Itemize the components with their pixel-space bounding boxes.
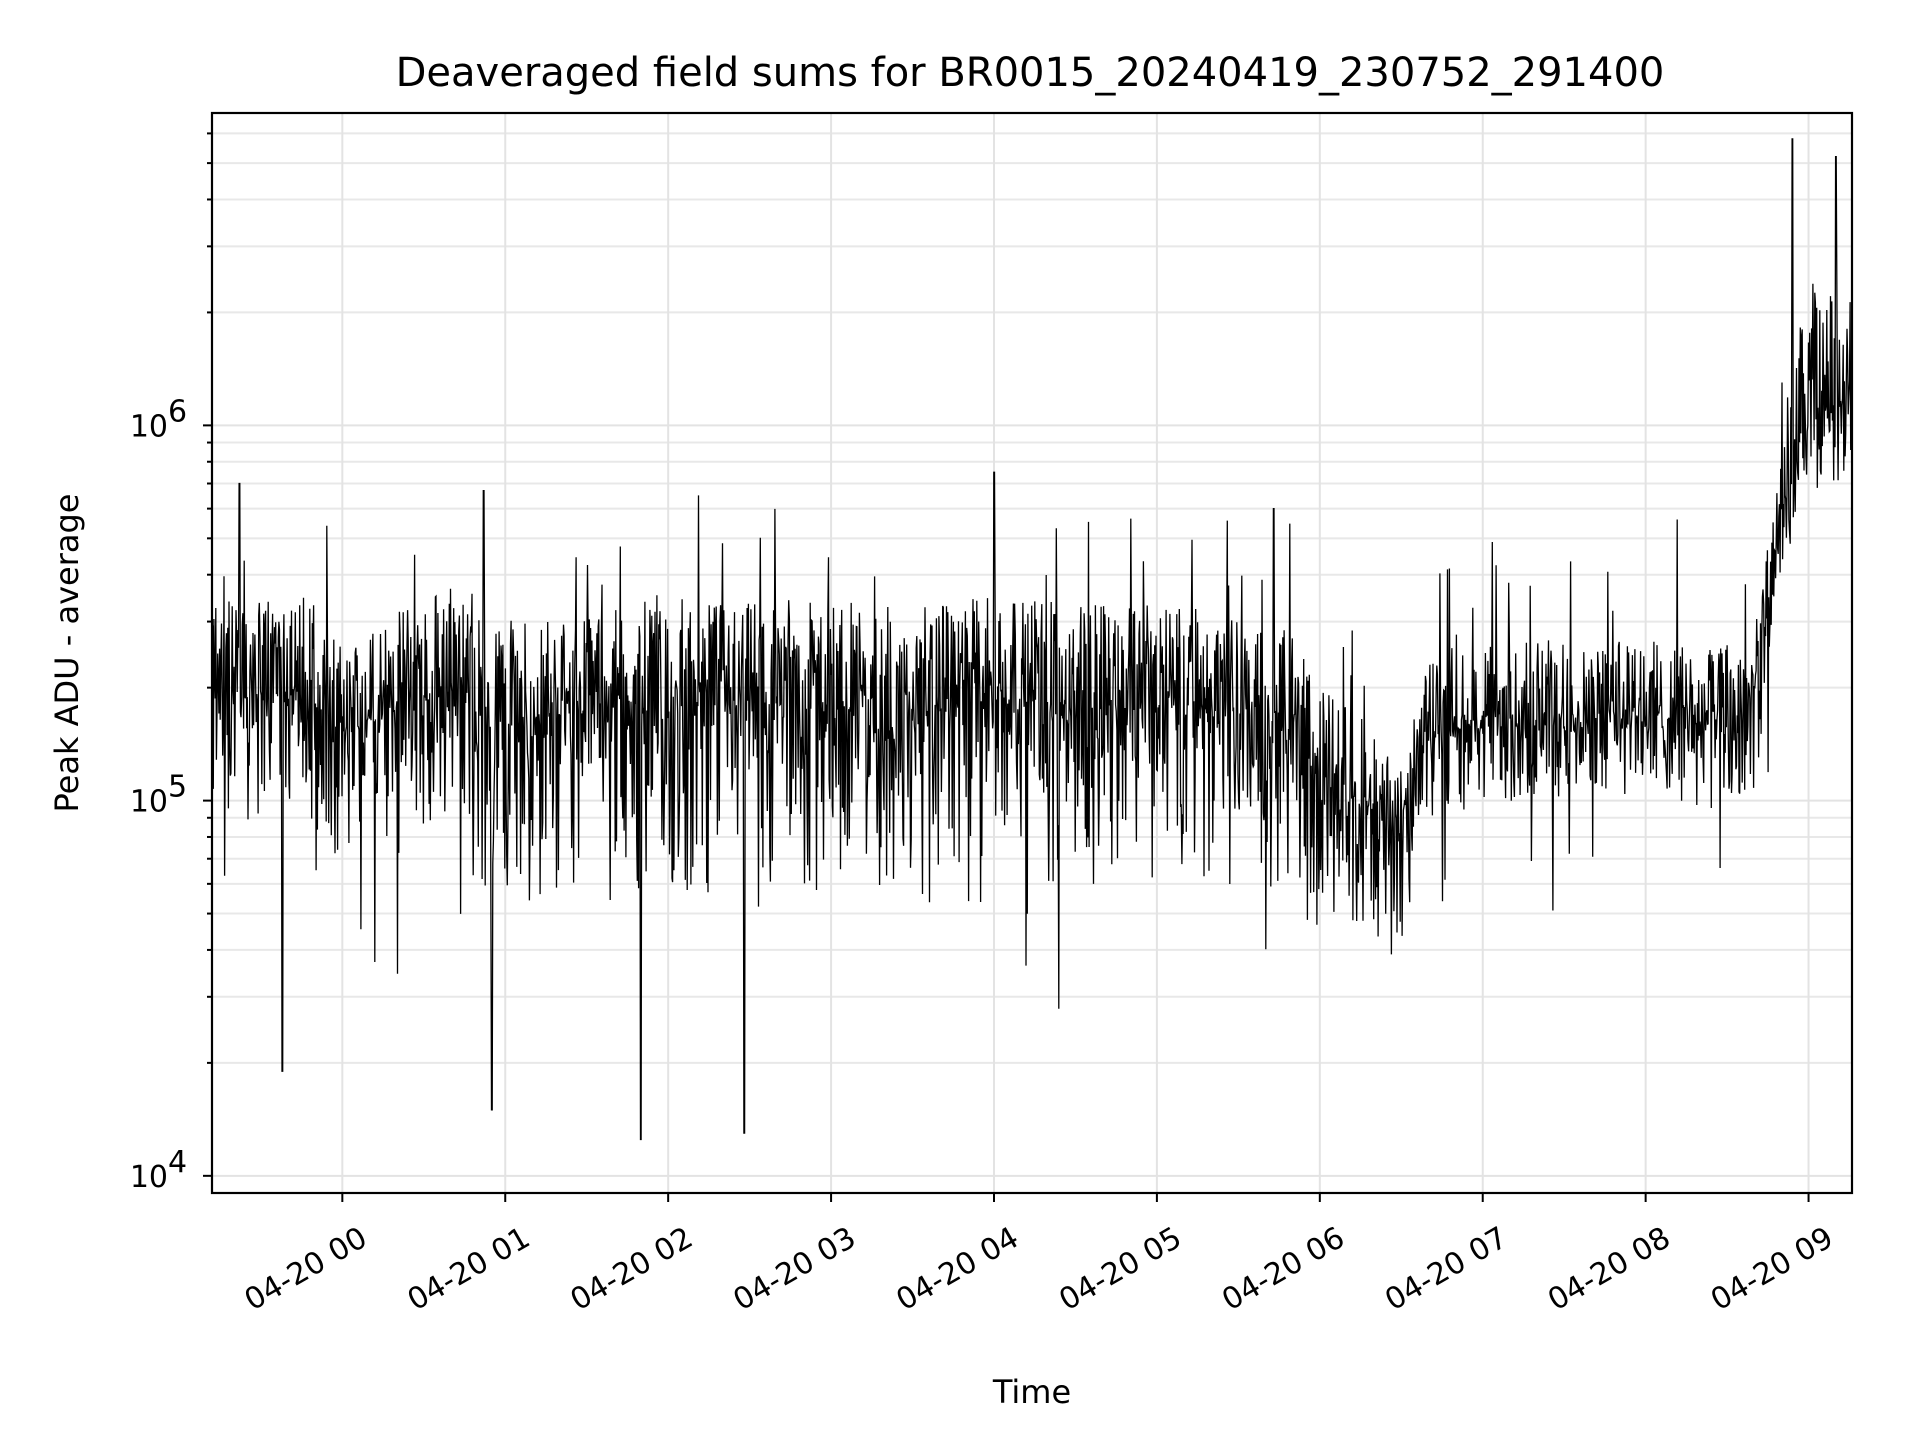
y-axis-title: Peak ADU - average <box>48 494 86 813</box>
y-tick-label: 10 <box>130 409 168 444</box>
series-line-peak-adu <box>211 138 1853 1141</box>
y-tick-label: 10 <box>130 1160 168 1195</box>
y-tick-exponent: 5 <box>168 770 187 805</box>
chart-title: Deaveraged field sums for BR0015_2024041… <box>396 50 1665 96</box>
y-tick-exponent: 6 <box>168 394 187 429</box>
plot-frame <box>210 111 1854 1195</box>
plot-area <box>211 138 1853 1141</box>
y-tick-label: 10 <box>130 785 168 820</box>
x-axis-title: Time <box>992 1373 1071 1411</box>
y-tick-exponent: 4 <box>168 1145 187 1180</box>
